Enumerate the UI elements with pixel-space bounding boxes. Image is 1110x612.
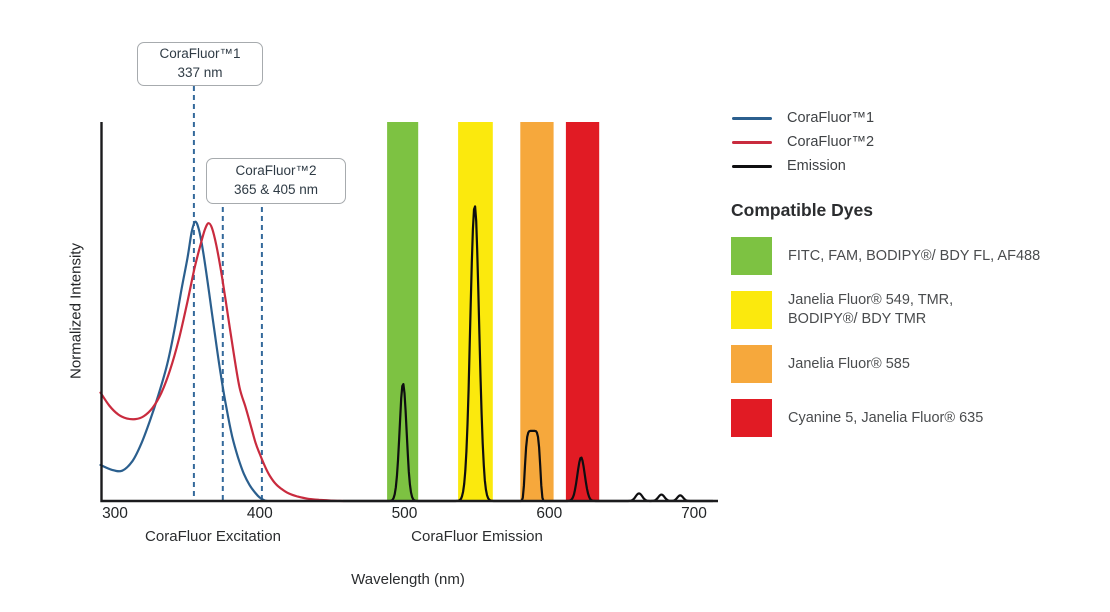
x-tick-label: 700 bbox=[681, 505, 707, 522]
dye-label: FITC, FAM, BODIPY®/ BDY FL, AF488 bbox=[788, 247, 1041, 264]
legend-label: Emission bbox=[787, 158, 846, 174]
dye-label: Janelia Fluor® 585 bbox=[788, 355, 910, 372]
dye-swatch bbox=[731, 399, 772, 437]
dye-item-4: Cyanine 5, Janelia Fluor® 635 bbox=[731, 399, 1101, 437]
legend-item-2: CoraFluor™2 bbox=[732, 134, 874, 150]
x-group-label-emission: CoraFluor Emission bbox=[411, 528, 543, 545]
callout-corafluor2-value: 365 & 405 nm bbox=[233, 182, 319, 197]
band-red bbox=[565, 122, 600, 501]
y-axis-label: Normalized Intensity bbox=[67, 243, 85, 379]
axes bbox=[100, 122, 718, 503]
series-2-curve bbox=[99, 222, 345, 503]
x-tick-label: 500 bbox=[391, 505, 418, 522]
callout-corafluor2: CoraFluor™2 365 & 405 nm bbox=[206, 158, 346, 204]
legend-line-swatch bbox=[732, 140, 772, 144]
band-orange bbox=[520, 122, 554, 501]
dye-item-2: Janelia Fluor® 549, TMR, BODIPY®/ BDY TMR bbox=[731, 291, 1101, 329]
legend-line-swatch bbox=[732, 116, 772, 120]
compatible-dyes-list: FITC, FAM, BODIPY®/ BDY FL, AF488 Janelia… bbox=[731, 237, 1101, 437]
dye-swatch bbox=[731, 345, 772, 383]
legend-label: CoraFluor™1 bbox=[787, 110, 875, 126]
callout-corafluor2-title: CoraFluor™2 bbox=[235, 163, 317, 179]
x-tick-label: 300 bbox=[102, 505, 128, 522]
x-group-label-excitation: CoraFluor Excitation bbox=[145, 528, 281, 545]
legend-item-3: Emission bbox=[732, 158, 874, 174]
dye-label: Cyanine 5, Janelia Fluor® 635 bbox=[788, 409, 984, 426]
x-tick-label: 400 bbox=[246, 505, 273, 522]
x-tick-label: 600 bbox=[536, 505, 563, 522]
callout-corafluor1: CoraFluor™1 337 nm bbox=[137, 42, 263, 86]
dye-swatch bbox=[731, 237, 772, 275]
dye-item-1: FITC, FAM, BODIPY®/ BDY FL, AF488 bbox=[731, 237, 1101, 275]
band-green bbox=[387, 122, 419, 501]
legend-line-swatch bbox=[732, 164, 772, 168]
callout-corafluor1-title: CoraFluor™1 bbox=[159, 46, 241, 62]
band-yellow bbox=[458, 122, 493, 501]
series-1-curve bbox=[99, 220, 269, 503]
dye-label: Janelia Fluor® 549, TMR, BODIPY®/ BDY TMR bbox=[788, 292, 954, 327]
legend-item-1: CoraFluor™1 bbox=[732, 110, 874, 126]
x-axis-label: Wavelength (nm) bbox=[351, 571, 465, 588]
legend: CoraFluor™1 CoraFluor™2 Emission bbox=[732, 110, 874, 174]
callout-corafluor1-value: 337 nm bbox=[177, 65, 223, 80]
legend-label: CoraFluor™2 bbox=[787, 134, 875, 150]
compatible-dyes-heading: Compatible Dyes bbox=[731, 200, 873, 220]
dye-item-3: Janelia Fluor® 585 bbox=[731, 345, 1101, 383]
dye-swatch bbox=[731, 291, 772, 329]
